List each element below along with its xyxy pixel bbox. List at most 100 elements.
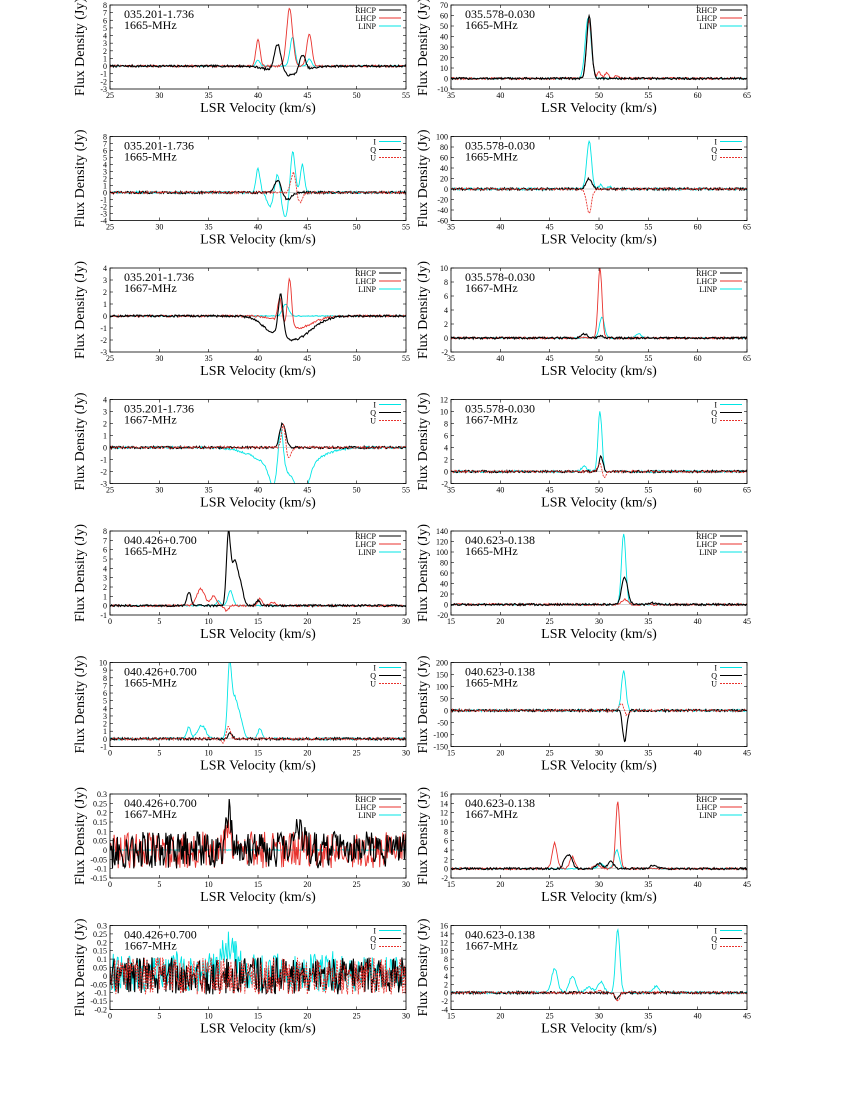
x-tick-label: 50: [353, 91, 361, 100]
y-tick-label: 1: [103, 54, 107, 63]
y-tick-label: 10: [440, 947, 448, 956]
x-tick-label: 15: [447, 749, 455, 758]
y-axis-label: Flux Density (Jy): [416, 0, 431, 96]
y-tick-label: 1: [103, 432, 107, 441]
legend-label: LHCP: [356, 14, 377, 23]
x-tick-label: 35: [644, 1012, 652, 1021]
x-tick-label: 30: [595, 880, 603, 889]
y-tick-label: 3: [103, 712, 107, 721]
x-tick-label: 30: [402, 749, 410, 758]
legend-label: U: [711, 680, 717, 689]
frequency-label: 1667-MHz: [124, 939, 177, 953]
x-tick-label: 35: [205, 486, 213, 495]
source-label: 035.578-0.030: [465, 7, 535, 21]
y-tick-label: 14: [440, 930, 448, 939]
y-tick-label: 8: [103, 133, 107, 142]
y-tick-label: 0: [103, 602, 107, 611]
y-tick-label: 0.05: [93, 837, 107, 846]
x-tick-label: 25: [546, 749, 554, 758]
y-tick-label: 2: [444, 456, 448, 465]
y-tick-label: 60: [440, 12, 448, 21]
legend-label: LINP: [699, 811, 717, 820]
x-axis-label: LSR Velocity (km/s): [541, 627, 657, 642]
y-tick-label: 10: [99, 659, 107, 668]
x-tick-label: 30: [595, 749, 603, 758]
y-tick-label: 100: [436, 548, 448, 557]
y-axis-label: Flux Density (Jy): [73, 392, 88, 490]
x-axis-label: LSR Velocity (km/s): [541, 233, 657, 248]
x-tick-label: 20: [303, 749, 311, 758]
y-tick-label: -3: [100, 480, 107, 489]
x-tick-label: 30: [402, 617, 410, 626]
x-tick-label: 25: [106, 91, 114, 100]
y-tick-label: 0: [444, 865, 448, 874]
y-axis-label: Flux Density (Jy): [416, 524, 431, 622]
legend-label: LINP: [699, 548, 717, 557]
x-tick-label: 25: [106, 223, 114, 232]
y-tick-label: -2: [100, 77, 107, 86]
frequency-label: 1665-MHz: [465, 18, 518, 32]
series-line-u: [451, 989, 747, 1003]
y-tick-label: 0: [444, 707, 448, 716]
x-tick-label: 65: [743, 223, 751, 232]
x-tick-label: 20: [496, 617, 504, 626]
y-tick-label: 0: [103, 972, 107, 981]
y-tick-label: 10: [440, 264, 448, 273]
x-tick-label: 30: [402, 1012, 410, 1021]
legend-label: RHCP: [355, 6, 376, 15]
y-tick-label: 2: [444, 980, 448, 989]
x-axis-label: LSR Velocity (km/s): [541, 496, 657, 511]
frequency-label: 1665-MHz: [124, 150, 177, 164]
x-tick-label: 5: [157, 749, 161, 758]
legend-label: I: [714, 138, 717, 147]
y-axis-label: Flux Density (Jy): [416, 655, 431, 753]
x-tick-label: 40: [254, 223, 262, 232]
frequency-label: 1667-MHz: [124, 807, 177, 821]
series-line-linp: [110, 303, 406, 318]
series-line-u: [451, 703, 747, 717]
series-line-u: [110, 423, 406, 458]
y-tick-label: 6: [444, 292, 448, 301]
y-tick-label: 40: [440, 580, 448, 589]
y-tick-label: 1: [103, 592, 107, 601]
legend-label: Q: [711, 146, 717, 155]
y-tick-label: 8: [444, 955, 448, 964]
y-tick-label: 6: [444, 432, 448, 441]
y-tick-label: 10: [440, 408, 448, 417]
x-tick-label: 55: [402, 223, 410, 232]
x-tick-label: 0: [108, 880, 112, 889]
x-tick-label: 50: [595, 91, 603, 100]
y-tick-label: -2: [100, 203, 107, 212]
y-tick-label: 0.05: [93, 964, 107, 973]
series-line-rhcp: [110, 293, 406, 342]
x-tick-label: 45: [546, 91, 554, 100]
legend-label: Q: [370, 146, 376, 155]
y-tick-label: -2: [441, 874, 448, 883]
series-line-rhcp: [110, 531, 406, 608]
spectrum-panel: 35 40 45 50 55 60 65 -2 0 2 4 6 8 10 12 LSR Velocity (k…: [416, 392, 751, 510]
x-tick-label: 40: [496, 91, 504, 100]
x-tick-label: 10: [205, 749, 213, 758]
x-axis-label: LSR Velocity (km/s): [200, 496, 316, 511]
x-tick-label: 25: [353, 880, 361, 889]
legend-label: Q: [711, 409, 717, 418]
y-tick-label: -40: [437, 206, 448, 215]
x-tick-label: 15: [254, 749, 262, 758]
y-tick-label: 8: [444, 278, 448, 287]
source-label: 040.623-0.138: [465, 928, 535, 942]
x-tick-label: 15: [254, 1012, 262, 1021]
legend-label: LHCP: [697, 803, 718, 812]
y-tick-label: 4: [103, 564, 107, 573]
y-tick-label: 150: [436, 671, 448, 680]
frequency-label: 1665-MHz: [124, 18, 177, 32]
legend-label: LINP: [358, 285, 376, 294]
y-tick-label: 7: [103, 681, 107, 690]
source-label: 035.201-1.736: [124, 7, 194, 21]
legend-label: Q: [370, 409, 376, 418]
y-tick-label: -2: [441, 997, 448, 1006]
y-tick-label: 0.15: [93, 947, 107, 956]
series-line-q: [110, 179, 406, 201]
y-tick-label: -0.05: [90, 980, 107, 989]
